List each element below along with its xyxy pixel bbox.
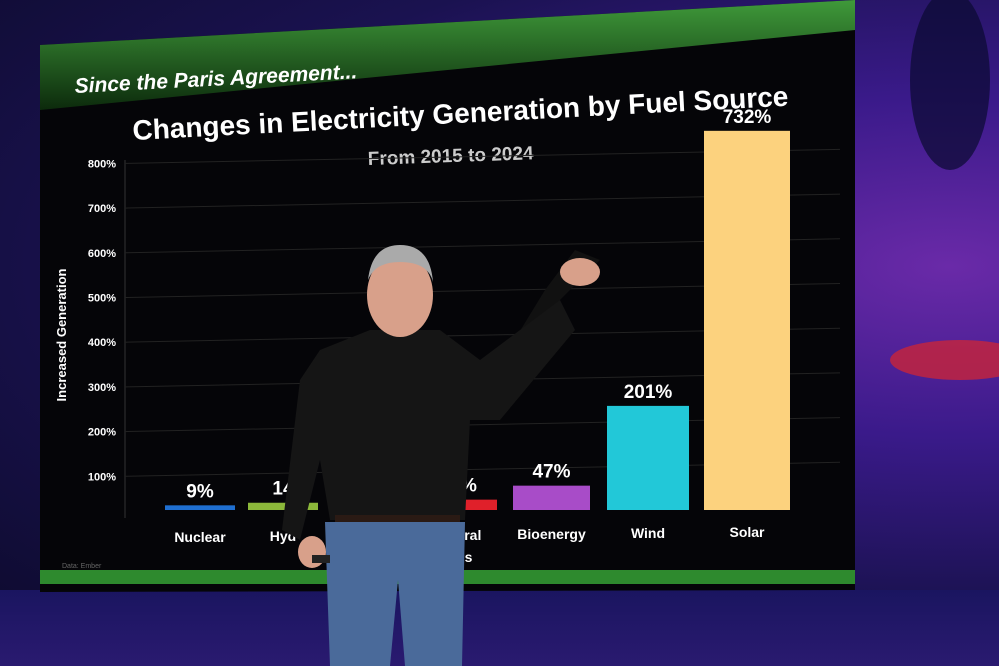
bar-solar <box>704 130 790 510</box>
category-label: Wind <box>631 525 665 541</box>
data-label: 9% <box>186 481 214 502</box>
y-tick-label: 300% <box>88 382 116 394</box>
presenter <box>282 245 600 666</box>
y-tick-label: 200% <box>88 427 116 439</box>
presenter-belt <box>335 515 460 525</box>
clicker-remote <box>312 555 330 563</box>
y-tick-label: 600% <box>88 248 116 260</box>
bar-wind <box>607 405 689 510</box>
decor-dark-shape <box>910 0 990 170</box>
y-tick-label: 700% <box>88 203 116 215</box>
presenter-jeans <box>325 522 465 666</box>
source-note: Data: Ember <box>62 563 102 570</box>
presentation-screen: Since the Paris Agreement... Changes in … <box>40 0 855 592</box>
category-label: Solar <box>729 524 765 540</box>
data-label: 47% <box>532 462 570 483</box>
category-label: Bioenergy <box>517 526 586 542</box>
presenter-head <box>367 253 433 337</box>
presenter-hand <box>560 258 600 286</box>
y-axis-label: Increased Generation <box>54 268 69 401</box>
category-label: Nuclear <box>174 529 226 545</box>
banner-band <box>40 0 855 110</box>
stage-floor <box>0 590 999 666</box>
bar-hyd <box>248 502 318 510</box>
bar-nuclear <box>165 505 235 510</box>
presenter-left-hand <box>298 536 326 568</box>
bar-bioenergy <box>513 485 590 510</box>
presenter-hair <box>368 245 433 282</box>
data-label: 732% <box>723 107 772 128</box>
y-tick-label: 800% <box>88 158 116 170</box>
bar-ural <box>440 499 497 510</box>
data-label: 201% <box>624 382 673 403</box>
y-tick-label: 100% <box>88 471 116 483</box>
y-tick-label: 500% <box>88 293 116 305</box>
y-tick-label: 400% <box>88 337 116 349</box>
presenter-shirt <box>282 300 575 540</box>
decor-red-shape <box>890 340 999 380</box>
category-label-line2: s <box>465 549 473 565</box>
